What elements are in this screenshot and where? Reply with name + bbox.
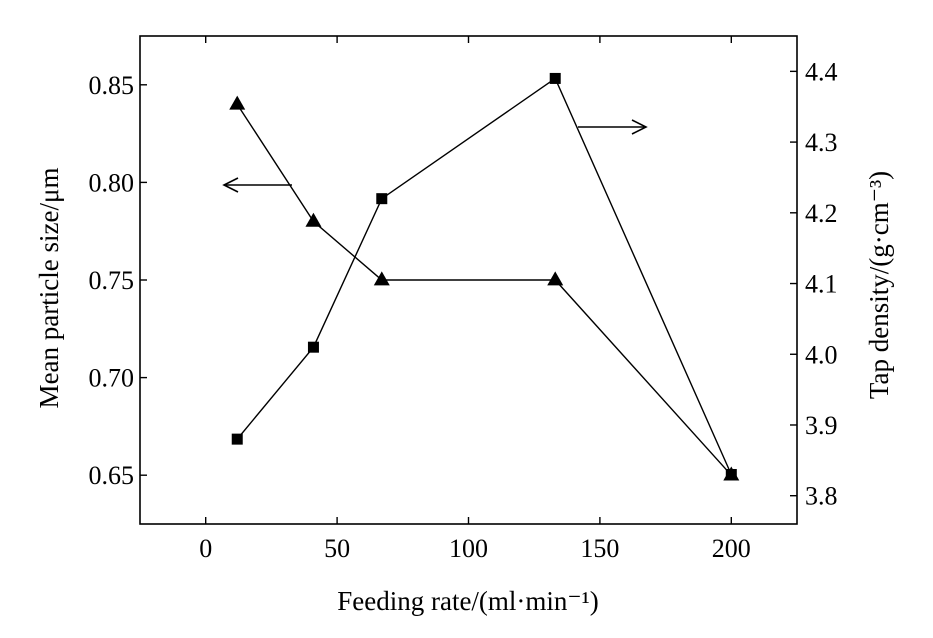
y-right-tick-label: 3.8 [805,482,838,511]
x-tick-label: 50 [324,534,350,563]
y-right-tick-label: 4.2 [805,199,838,228]
square-marker [376,193,388,205]
triangle-marker [373,271,390,286]
triangle-marker [305,212,322,227]
triangle-marker [229,95,246,110]
square-marker [307,341,319,353]
right-axis-arrow [578,119,648,135]
y-right-tick-label: 4.0 [805,340,838,369]
y-left-tick-label: 0.85 [89,71,135,100]
left-axis-arrow [222,177,292,193]
ticks-layer: 0 50 100 150 200 0.65 0.70 0.75 0.80 0.85 3.8 3.9 4.… [89,36,838,563]
arrow-head [631,119,648,135]
y-right-tick-label: 3.9 [805,411,838,440]
y-left-tick-label: 0.65 [89,461,135,490]
y-left-tick-label: 0.80 [89,168,135,197]
square-marker [725,468,737,480]
tap-density-line [236,77,732,475]
x-tick-label: 0 [199,534,212,563]
right-y-axis-title: Tap density/(g·cm⁻³) [864,171,894,399]
particle-size-line [236,103,732,476]
y-right-tick-label: 4.3 [805,128,838,157]
y-left-tick-label: 0.70 [89,364,135,393]
square-marker [231,433,243,445]
left-y-axis-title: Mean particle size/μm [34,168,64,409]
triangle-marker [547,271,564,286]
series-layer [229,72,740,481]
square-marker [549,72,561,84]
annotation-layer [222,119,648,193]
x-axis-title: Feeding rate/(ml·min⁻¹) [337,586,599,616]
x-tick-label: 150 [580,534,619,563]
x-tick-label: 200 [712,534,751,563]
x-tick-label: 100 [449,534,488,563]
y-left-tick-label: 0.75 [89,266,135,295]
y-right-tick-label: 4.4 [805,57,838,86]
arrow-head [222,177,239,193]
y-right-tick-label: 4.1 [805,270,838,299]
